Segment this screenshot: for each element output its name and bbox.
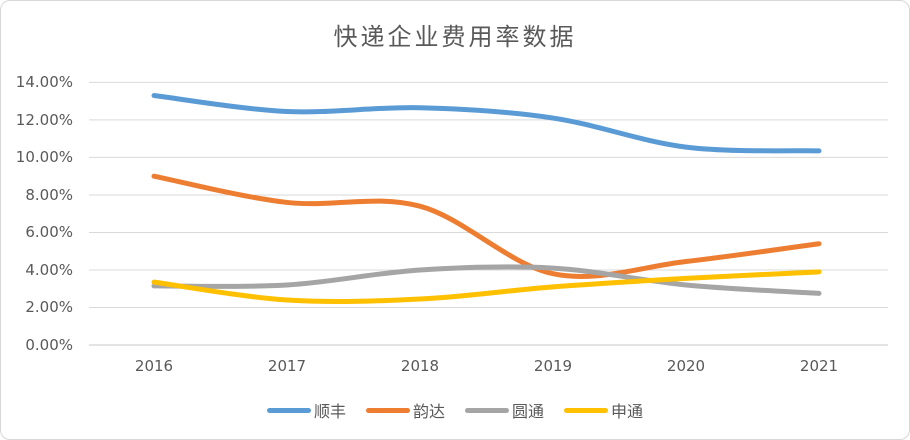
legend-line-swatch-icon (465, 407, 509, 413)
legend-item-yuantong: 圆通 (465, 398, 544, 422)
series-line-shentong (151, 269, 822, 304)
y-tick-label: 10.00% (15, 148, 73, 167)
legend-label: 圆通 (512, 402, 545, 421)
y-tick-label: 4.00% (25, 260, 73, 279)
legend-item-shentong: 申通 (564, 398, 643, 422)
y-tick-label: 12.00% (15, 110, 73, 129)
y-tick-label: 0.00% (25, 336, 73, 354)
x-tick-label: 2016 (134, 357, 174, 375)
y-tick-label: 8.00% (25, 185, 73, 204)
series-line-yunda (151, 173, 822, 279)
x-tick-label: 2020 (666, 357, 706, 375)
legend-line-swatch-icon (564, 407, 609, 413)
series-line-yuantong (151, 264, 822, 296)
y-tick-label: 2.00% (25, 298, 73, 317)
legend-line-swatch-icon (365, 407, 410, 413)
legend-label: 顺丰 (313, 402, 346, 421)
legend-line-swatch-icon (266, 407, 311, 413)
legend-item-yunda: 韵达 (365, 398, 445, 422)
legend: 顺丰 韵达 圆通 申通 (1, 398, 909, 422)
y-tick-label: 6.00% (25, 223, 73, 242)
legend-label: 申通 (611, 402, 644, 421)
series-line-shunfeng (151, 93, 822, 154)
legend-label: 韵达 (412, 402, 445, 421)
x-tick-label: 2017 (267, 357, 307, 375)
legend-item-shunfeng: 顺丰 (266, 398, 346, 422)
x-tick-label: 2019 (533, 357, 573, 375)
y-tick-label: 14.00% (15, 73, 73, 92)
x-tick-label: 2021 (799, 357, 839, 375)
chart-title: 快递企业费用率数据 (333, 23, 577, 51)
x-tick-label: 2018 (400, 357, 440, 375)
